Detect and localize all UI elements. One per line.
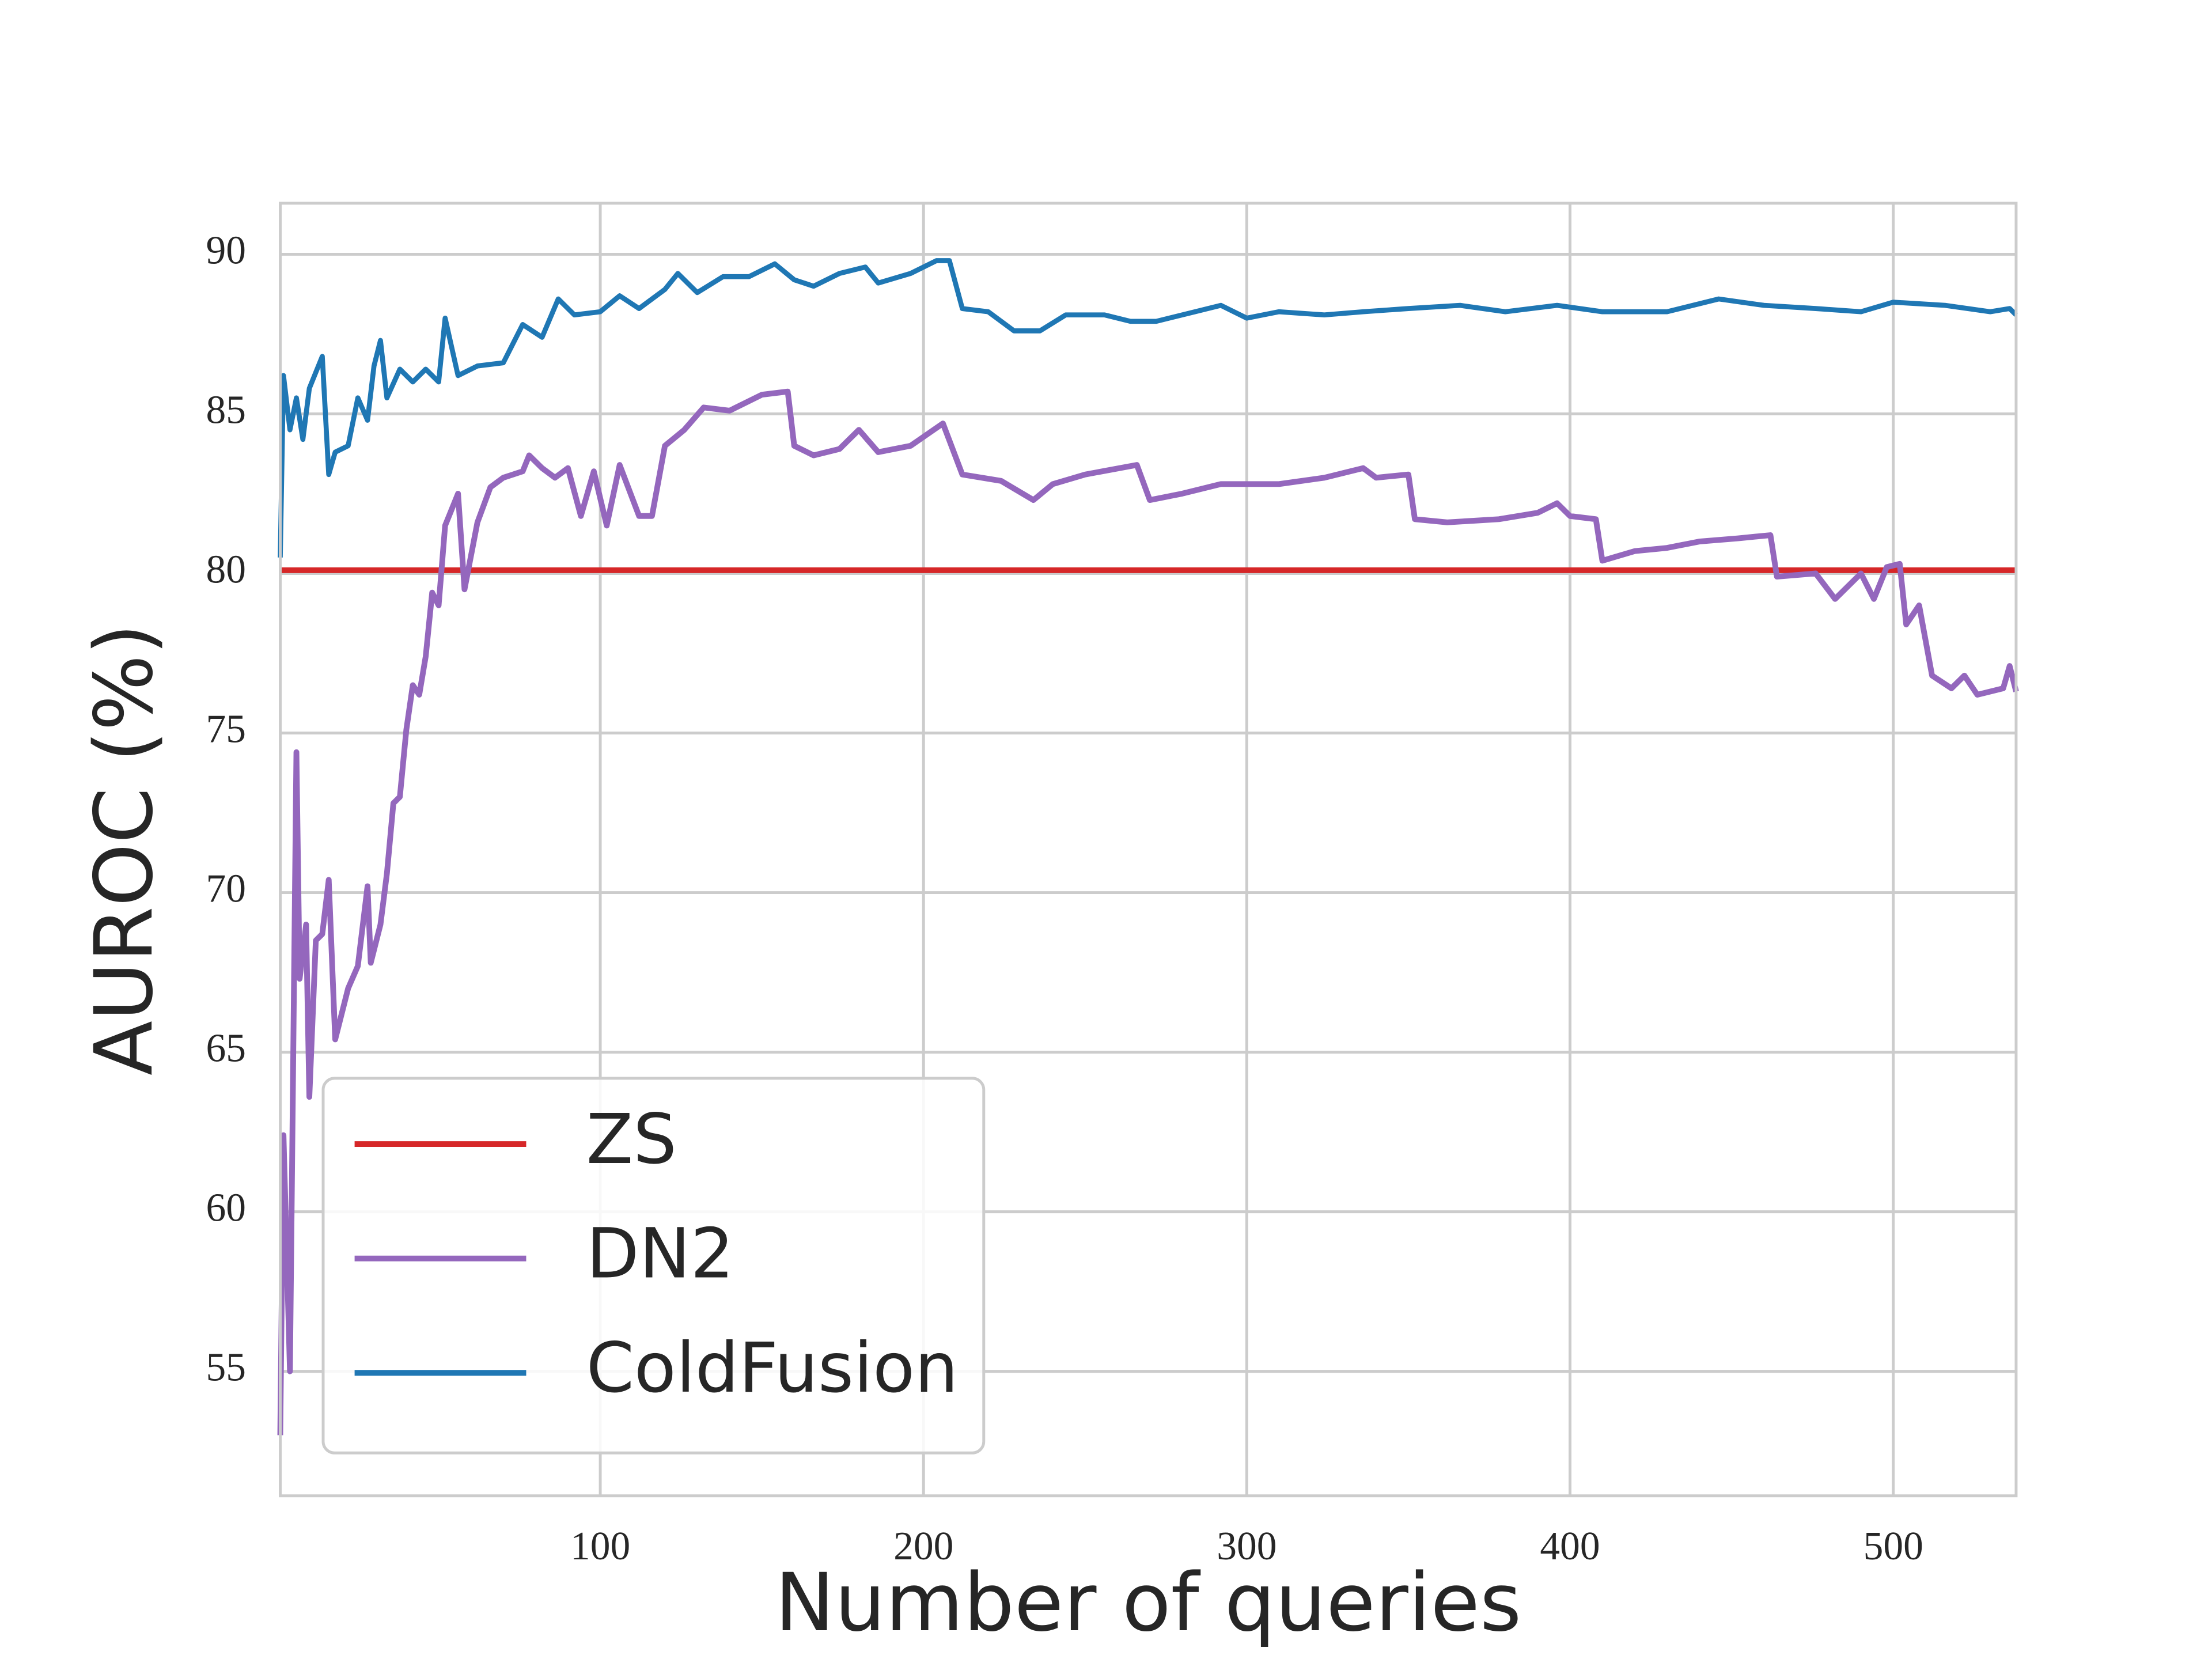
x-tick-label: 100 — [570, 1524, 630, 1569]
axes-frame — [279, 202, 2018, 1498]
x-tick-label: 300 — [1217, 1524, 1277, 1569]
legend-label: DN2 — [586, 1214, 734, 1294]
series-line — [278, 258, 2018, 558]
y-tick-label: 85 — [206, 388, 246, 432]
x-axis-label: Number of queries — [775, 1556, 1521, 1649]
plot-area — [277, 258, 2019, 1435]
y-tick-label: 75 — [206, 707, 246, 751]
x-tick-label: 400 — [1540, 1524, 1600, 1569]
legend-box — [321, 1077, 986, 1455]
y-tick-label: 80 — [206, 547, 246, 592]
y-tick-label: 55 — [206, 1346, 246, 1390]
legend-label: ZS — [586, 1100, 677, 1180]
series-line — [277, 388, 2019, 1435]
y-tick-label: 90 — [206, 228, 246, 272]
y-tick-label: 70 — [206, 867, 246, 911]
legend-label: ColdFusion — [586, 1328, 959, 1408]
legend: ZS DN2 ColdFusion — [321, 1077, 986, 1455]
y-tick-label: 60 — [206, 1186, 246, 1230]
x-tick-label: 200 — [893, 1524, 953, 1569]
y-axis-label: AUROC (%) — [77, 623, 171, 1075]
y-tick-label: 65 — [206, 1027, 246, 1071]
x-tick-label: 500 — [1863, 1524, 1923, 1569]
